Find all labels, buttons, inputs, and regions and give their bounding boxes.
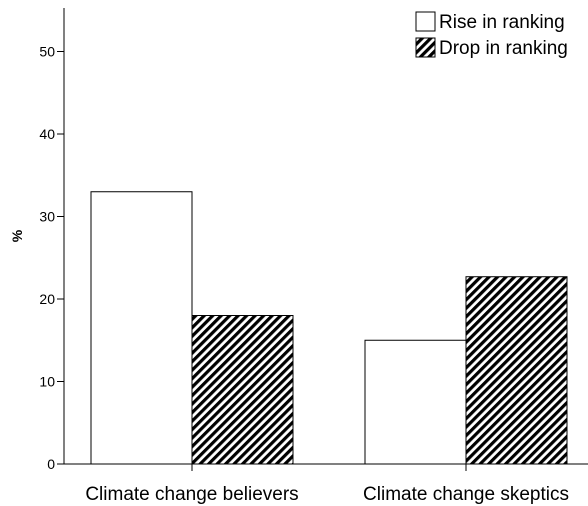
bar-drop-skeptics: [465, 276, 568, 465]
bars-group: [90, 191, 568, 465]
y-tick-label: 0: [47, 456, 55, 472]
bar-rise-believers: [90, 191, 193, 465]
legend-label: Rise in ranking: [439, 12, 565, 33]
y-axis-title: %: [9, 229, 25, 242]
legend-label: Drop in ranking: [439, 38, 568, 59]
y-tick-label: 50: [39, 44, 55, 60]
y-ticks-group: 0 10 20 30 40 50: [39, 44, 64, 472]
bar-drop-believers: [191, 315, 294, 465]
legend-swatch: [415, 11, 436, 32]
legend: Rise in ranking Drop in ranking: [415, 11, 568, 59]
category-label: Climate change skeptics: [363, 484, 569, 505]
y-tick-label: 30: [39, 209, 55, 225]
bar-rise-skeptics: [364, 339, 467, 465]
legend-swatch: [415, 37, 436, 58]
y-tick-label: 40: [39, 126, 55, 142]
x-labels-group: Climate change believers Climate change s…: [85, 464, 569, 505]
y-tick-label: 10: [39, 374, 55, 390]
y-tick-label: 20: [39, 291, 55, 307]
category-label: Climate change believers: [85, 484, 298, 505]
